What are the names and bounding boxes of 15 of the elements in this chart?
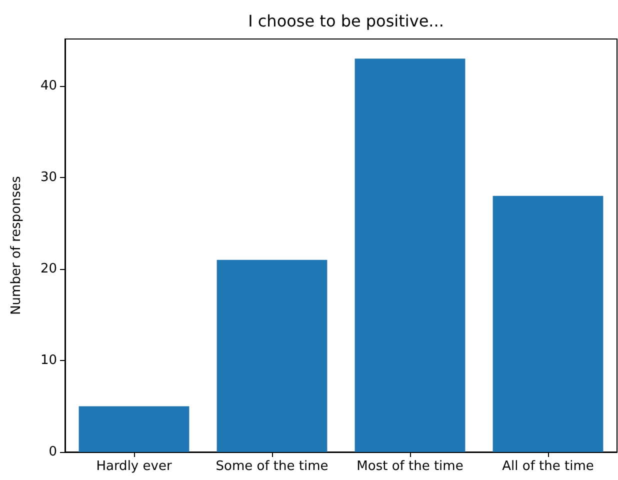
y-axis-title: Number of responses xyxy=(9,176,24,315)
bar xyxy=(492,196,604,452)
bar xyxy=(354,58,466,452)
y-tick-label: 30 xyxy=(40,170,57,186)
bar xyxy=(216,260,328,452)
chart-title: I choose to be positive... xyxy=(248,12,444,30)
y-tick-label: 40 xyxy=(40,78,57,94)
x-tick-label: All of the time xyxy=(502,459,594,474)
x-tick-label: Hardly ever xyxy=(96,459,172,474)
y-tick-label: 20 xyxy=(40,262,57,277)
y-tick-label: 0 xyxy=(48,444,57,460)
bar xyxy=(78,406,190,452)
x-tick-label: Most of the time xyxy=(356,459,464,474)
x-tick-label: Some of the time xyxy=(216,459,328,474)
y-tick-label: 10 xyxy=(40,353,57,368)
